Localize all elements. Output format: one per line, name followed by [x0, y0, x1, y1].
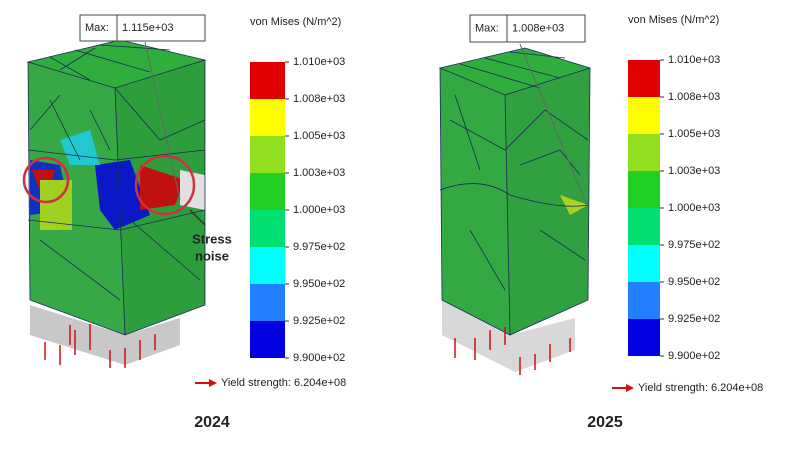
legend-band: [628, 97, 660, 134]
legend-band: [628, 60, 660, 97]
legend-tick-label: 9.925e+02: [668, 313, 720, 325]
legend-tick-label: 1.005e+03: [293, 130, 345, 142]
legend-tick-label: 9.925e+02: [293, 315, 345, 327]
legend-tick-label: 1.003e+03: [668, 165, 720, 177]
legend-band: [628, 134, 660, 171]
max-value: 1.008e+03: [512, 22, 564, 34]
legend-band: [250, 62, 285, 99]
yield-strength: Yield strength: 6.204e+08: [221, 377, 346, 389]
legend-tick-label: 9.900e+02: [293, 352, 345, 364]
model-2024: [22, 39, 207, 368]
legend-band: [628, 282, 660, 319]
max-label: Max:: [475, 22, 499, 34]
legend-band: [628, 245, 660, 282]
legend-band: [250, 284, 285, 321]
legend-band: [628, 171, 660, 208]
legend-tick-label: 9.975e+02: [668, 239, 720, 251]
yield-arrowhead: [626, 384, 634, 392]
legend-band: [250, 247, 285, 284]
legend-tick-label: 9.950e+02: [668, 276, 720, 288]
legend-band: [628, 319, 660, 356]
annotation: Stress: [192, 231, 232, 246]
legend-band: [628, 208, 660, 245]
legend-tick-label: 1.008e+03: [668, 91, 720, 103]
legend-tick-label: 1.010e+03: [668, 54, 720, 66]
legend-tick-label: 1.003e+03: [293, 167, 345, 179]
yield-arrowhead: [209, 379, 217, 387]
legend-tick-label: 1.000e+03: [668, 202, 720, 214]
legend-tick-label: 1.010e+03: [293, 56, 345, 68]
year-label: 2025: [587, 414, 623, 431]
legend-band: [250, 321, 285, 358]
legend-band: [250, 173, 285, 210]
legend-tick-label: 1.008e+03: [293, 93, 345, 105]
legend-band: [250, 136, 285, 173]
max-label: Max:: [85, 22, 109, 34]
model-2025: [438, 43, 592, 375]
max-value: 1.115e+03: [122, 22, 174, 34]
legend-band: [250, 210, 285, 247]
legend-title: von Mises (N/m^2): [628, 14, 719, 26]
yield-strength: Yield strength: 6.204e+08: [638, 382, 763, 394]
legend-tick-label: 1.000e+03: [293, 204, 345, 216]
max-box: [469, 14, 586, 43]
year-label: 2024: [194, 414, 230, 431]
legend-band: [250, 99, 285, 136]
max-box: [79, 14, 206, 42]
legend-tick-label: 9.950e+02: [293, 278, 345, 290]
legend-title: von Mises (N/m^2): [250, 16, 341, 28]
legend-tick-label: 1.005e+03: [668, 128, 720, 140]
legend-tick-label: 9.900e+02: [668, 350, 720, 362]
legend-tick-label: 9.975e+02: [293, 241, 345, 253]
annotation: noise: [195, 248, 229, 263]
